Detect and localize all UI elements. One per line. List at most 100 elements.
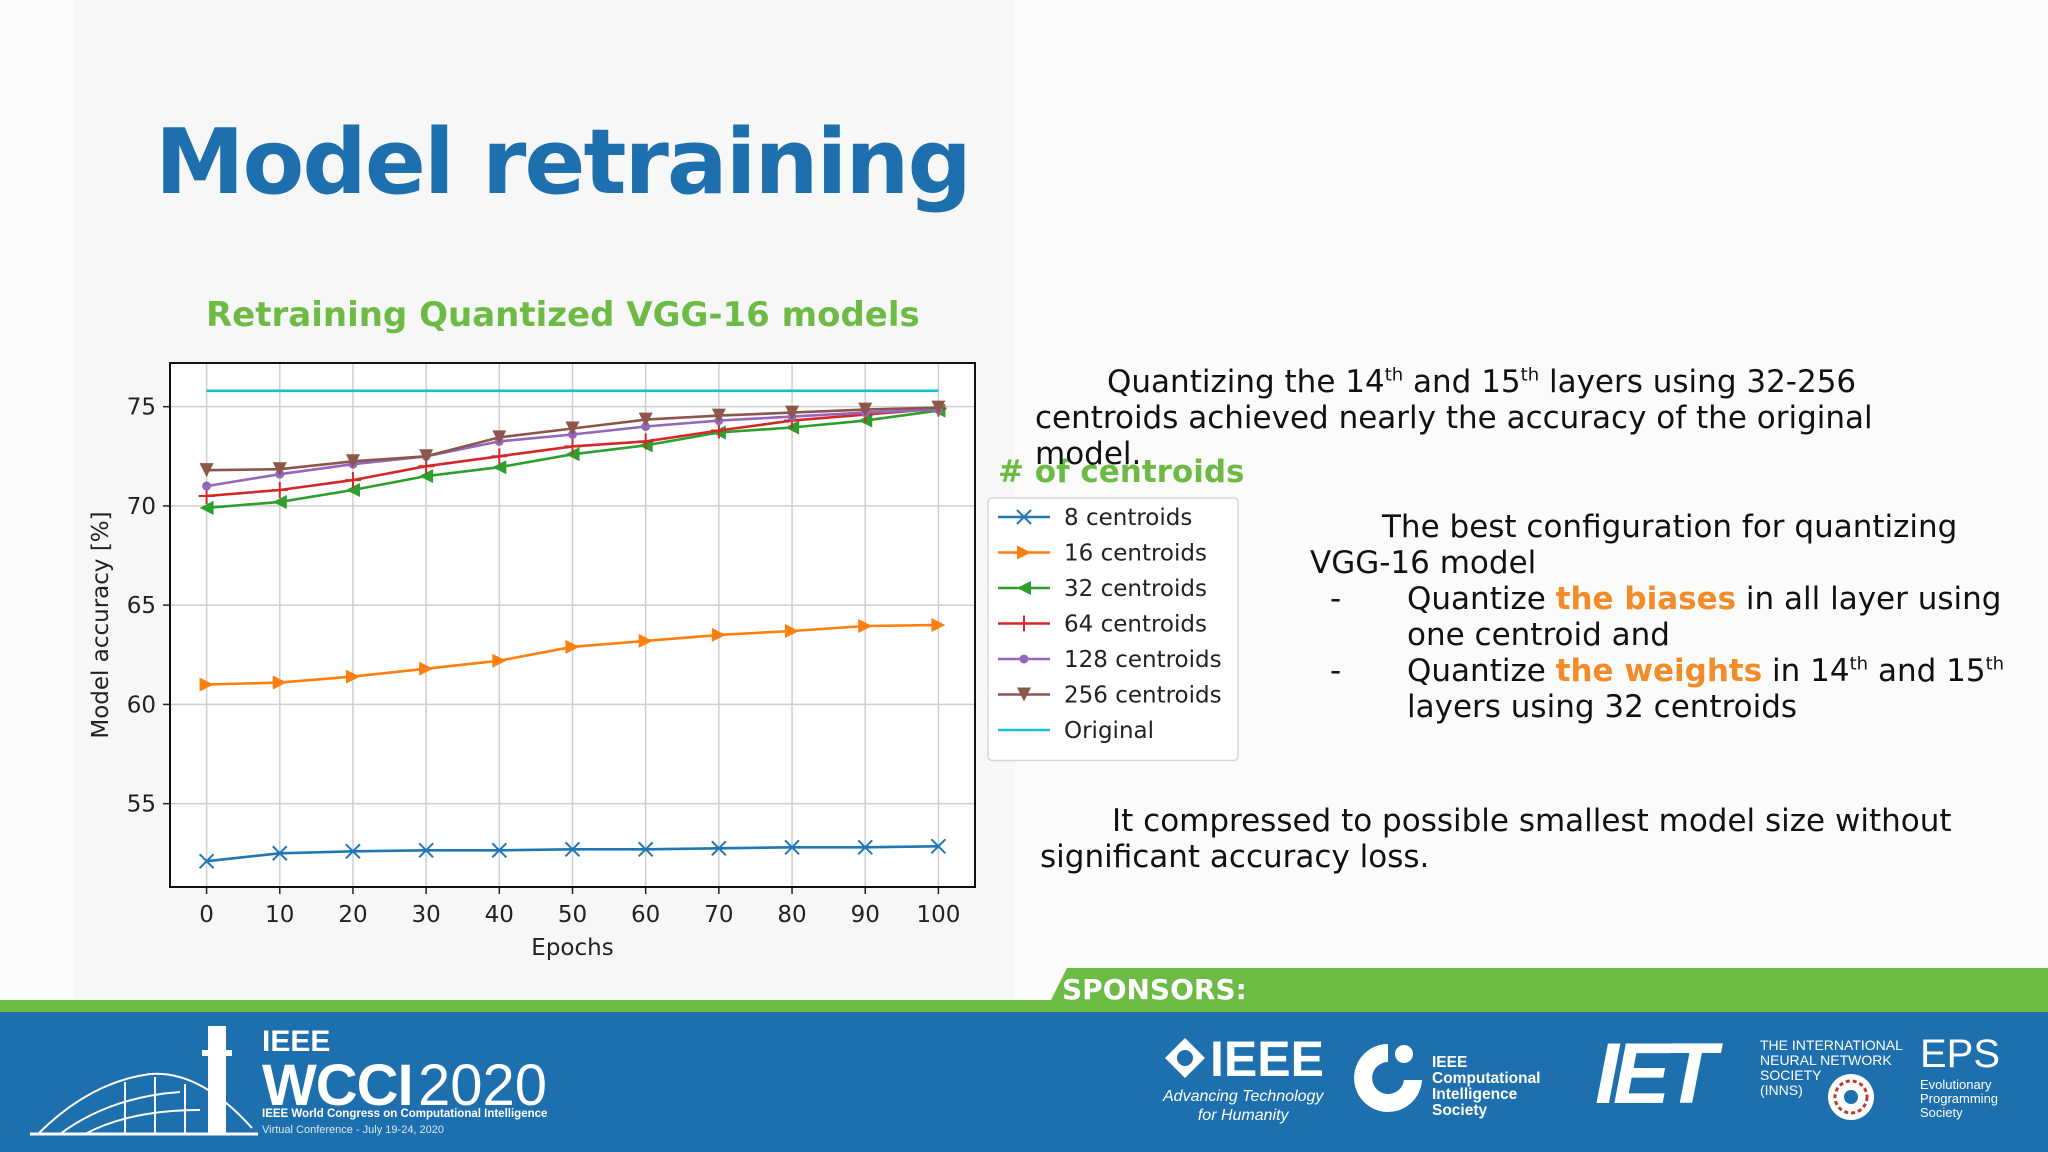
data-point xyxy=(565,639,580,654)
wcci-ieee-label: IEEE xyxy=(262,1025,331,1058)
bullet-biases: - Quantize the biases in all layer using… xyxy=(1330,581,2004,653)
data-point xyxy=(345,843,361,859)
legend-entry-label: 64 centroids xyxy=(1064,612,1207,638)
text-span: The best configuration for quantizing xyxy=(1382,509,1958,545)
data-point xyxy=(344,472,361,489)
wcci-full-name: IEEE World Congress on Computational Int… xyxy=(262,1108,548,1120)
paragraph-line: significant accuracy loss. xyxy=(1040,839,1430,875)
legend-entry-label: Original xyxy=(1064,718,1154,744)
text-span: and 15 xyxy=(1868,653,1986,689)
legend-title: # of centroids xyxy=(998,454,1245,490)
paragraph-line: Quantizing the 14th and 15th layers usin… xyxy=(1035,364,1873,400)
data-point xyxy=(272,462,287,477)
data-point xyxy=(199,463,214,478)
paragraph-compression: It compressed to possible smallest model… xyxy=(1040,803,1952,875)
wcci-name: WCCI xyxy=(262,1053,414,1118)
data-point xyxy=(345,483,360,498)
wcci-dates: Virtual Conference - July 19-24, 2020 xyxy=(262,1124,445,1136)
text-span: layers using 32-256 xyxy=(1539,364,1857,400)
y-axis-label: Model accuracy [%] xyxy=(88,511,114,738)
text-span: one centroid and xyxy=(1407,617,1670,653)
text-span: and 15 xyxy=(1403,364,1521,400)
ieee-diamond-icon xyxy=(1165,1038,1205,1078)
data-point xyxy=(931,618,946,632)
data-point xyxy=(564,438,581,455)
data-point xyxy=(272,494,287,509)
text-span: Quantize xyxy=(1407,581,1556,617)
inns-globe-icon xyxy=(1828,1074,1874,1120)
paragraph-accuracy-note: Quantizing the 14th and 15th layers usin… xyxy=(1035,364,1873,472)
legend-marker xyxy=(1016,509,1032,525)
data-point xyxy=(637,841,654,857)
legend-entry-label: 32 centroids xyxy=(1064,576,1207,602)
superscript: th xyxy=(1520,364,1540,386)
data-point xyxy=(858,618,873,633)
data-point xyxy=(345,669,360,684)
data-point xyxy=(272,845,288,861)
plot-frame xyxy=(169,362,976,888)
x-tick-label: 90 xyxy=(851,902,880,928)
sponsor-eps-subtitle: Evolutionary Programming Society xyxy=(1920,1077,1999,1120)
data-point xyxy=(785,405,800,420)
bullet-dash: - xyxy=(1330,653,1342,689)
series-8-centroids xyxy=(198,838,947,869)
data-point xyxy=(198,853,215,869)
x-tick-label: 0 xyxy=(199,902,214,928)
bullet-weights: - Quantize the weights in 14th and 15th … xyxy=(1330,653,2004,725)
data-point xyxy=(492,653,507,668)
y-tick-label: 60 xyxy=(127,692,156,718)
text-span: It compressed to possible smallest model… xyxy=(1112,803,1952,839)
superscript: th xyxy=(1985,653,2005,675)
data-point xyxy=(345,454,360,469)
superscript: th xyxy=(1849,653,1869,675)
sponsor-eps: EPS xyxy=(1920,1032,2001,1076)
data-point xyxy=(711,408,726,423)
accuracy-line-chart: 0 10 20 30 40 50 60 70 80 90 100 55 60 65 70 75 Epochs Mo… xyxy=(88,362,1245,961)
series-256-centroids xyxy=(199,400,946,478)
data-point xyxy=(199,500,214,515)
data-point xyxy=(202,481,212,491)
data-point xyxy=(272,675,287,690)
x-tick-label: 100 xyxy=(916,902,960,928)
slide-title: Model retraining xyxy=(155,110,972,215)
data-point xyxy=(858,402,873,417)
data-point xyxy=(711,840,727,857)
paragraph-line: model. xyxy=(1035,436,1142,472)
x-tick-label: 80 xyxy=(777,902,806,928)
paragraph-line: It compressed to possible smallest model… xyxy=(1040,803,1952,839)
legend-marker xyxy=(1016,615,1032,632)
text-span: Quantizing the 14 xyxy=(1107,364,1385,400)
data-point xyxy=(491,842,508,858)
data-point xyxy=(418,842,434,858)
data-point xyxy=(419,661,434,676)
data-point xyxy=(784,839,800,856)
data-point xyxy=(711,627,726,642)
x-axis-label: Epochs xyxy=(531,935,613,961)
legend-marker xyxy=(1017,545,1031,560)
sponsor-ieee-tagline: Advancing Technology for Humanity xyxy=(1163,1088,1324,1124)
paragraph-line: centroids achieved nearly the accuracy o… xyxy=(1035,400,1873,436)
x-tick-label: 60 xyxy=(631,902,660,928)
data-point xyxy=(419,449,434,464)
data-point xyxy=(271,482,288,499)
data-point xyxy=(638,633,653,648)
paragraph-line: VGG-16 model xyxy=(1310,545,1537,581)
legend-box xyxy=(987,497,1239,762)
legend-entry-label: 256 centroids xyxy=(1064,683,1222,709)
text-span: in all layer using xyxy=(1736,581,2002,617)
wcci-year: 2020 xyxy=(418,1053,548,1118)
x-tick-label: 20 xyxy=(338,902,367,928)
x-tick-label: 50 xyxy=(558,902,587,928)
paragraph-line: The best configuration for quantizing xyxy=(1310,509,2004,545)
y-tick-label: 70 xyxy=(127,494,156,520)
sponsors-label: SPONSORS: xyxy=(1062,973,1247,1006)
data-point xyxy=(638,412,653,427)
series-16-centroids xyxy=(199,618,946,692)
legend-marker xyxy=(1017,581,1031,595)
data-point xyxy=(857,839,873,856)
highlight-weights: the weights xyxy=(1555,653,1763,689)
data-point xyxy=(419,469,434,484)
data-point xyxy=(637,433,654,450)
text-span: in 14 xyxy=(1762,653,1850,689)
cis-logo-icon xyxy=(1354,1044,1422,1112)
